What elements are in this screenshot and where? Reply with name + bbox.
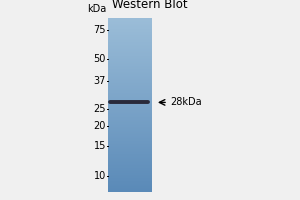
- Text: 75: 75: [94, 25, 106, 35]
- Text: 50: 50: [94, 54, 106, 64]
- Text: 10: 10: [94, 171, 106, 181]
- Text: Western Blot: Western Blot: [112, 0, 188, 11]
- Text: 28kDa: 28kDa: [170, 97, 202, 107]
- Text: kDa: kDa: [87, 4, 106, 14]
- Text: 37: 37: [94, 76, 106, 86]
- Text: 15: 15: [94, 141, 106, 151]
- Text: 20: 20: [94, 121, 106, 131]
- Text: 25: 25: [94, 104, 106, 114]
